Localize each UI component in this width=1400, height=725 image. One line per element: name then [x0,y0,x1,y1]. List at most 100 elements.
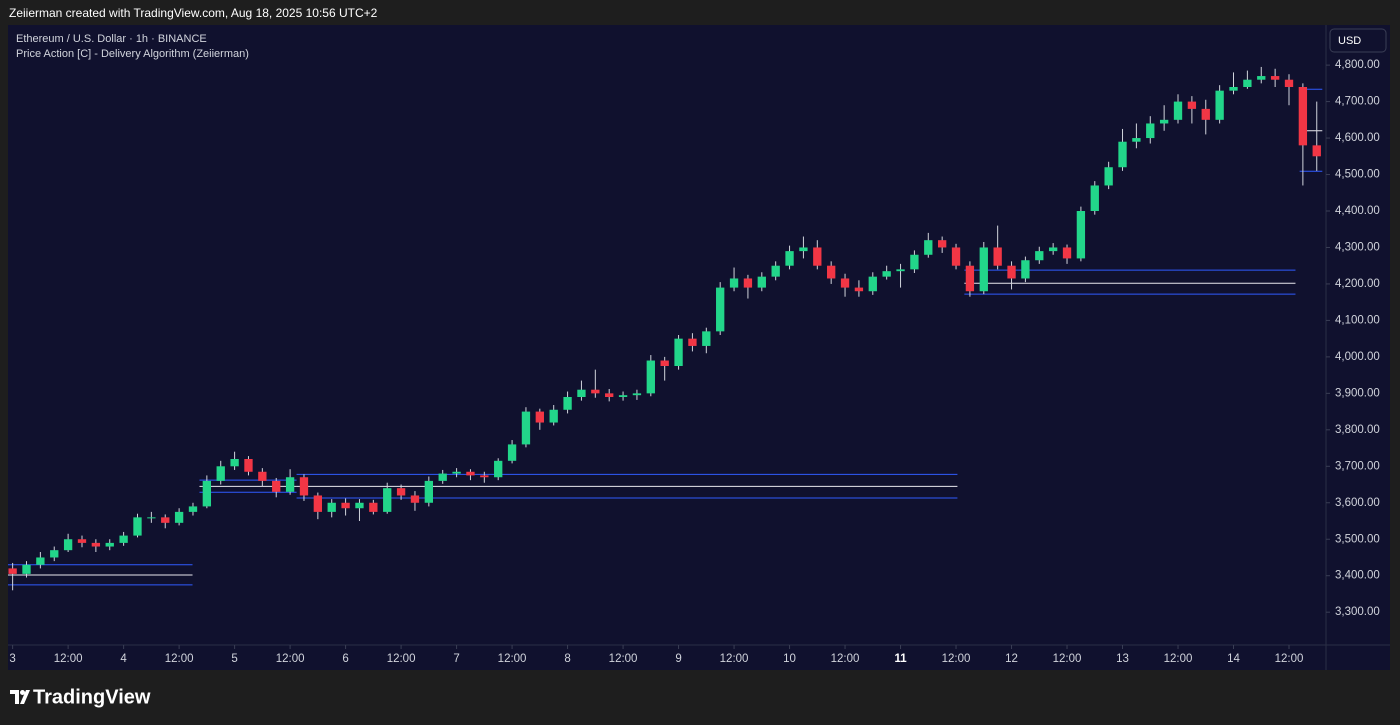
candle-body [743,278,753,288]
logo-icon [10,690,30,704]
candle-body [8,568,17,574]
y-tick-label: 4,000.00 [1335,351,1380,363]
x-tick-label: 11 [894,653,907,665]
candle-body [272,480,281,492]
candle-body [244,459,253,472]
candle-body [119,535,128,543]
y-tick-label: 3,300.00 [1335,606,1380,618]
x-tick-label: 12:00 [387,653,416,665]
candle-body [813,247,822,266]
candle-body [1257,76,1266,80]
candle-body [50,550,59,558]
candle-body [313,495,323,512]
x-tick-label: 8 [564,653,570,665]
candle-body [258,471,267,481]
candle-body [702,331,711,346]
candle-body [674,338,683,366]
candle-body [452,471,461,474]
candle-body [327,502,336,512]
candle-body [688,338,697,346]
x-tick-label: 6 [342,653,348,665]
candle-body [868,276,877,292]
candle-body [535,411,544,423]
candle-body [965,265,975,292]
candle-body [147,517,156,519]
header-text: Zeiierman created with TradingView.com, … [9,6,378,20]
candle-body [105,542,114,547]
x-tick-label: 12 [1005,653,1018,665]
x-tick-label: 12:00 [942,653,971,665]
candle-body [299,477,309,496]
candle-body [1076,211,1086,259]
y-tick-label: 4,500.00 [1335,169,1380,181]
candle-body [285,477,295,492]
candle-body [1312,145,1321,157]
y-tick-label: 3,800.00 [1335,424,1380,436]
logo-dot [20,690,25,695]
candle-body [438,473,447,481]
candle-body [771,265,780,277]
candle-body [1159,119,1169,124]
candle-body [993,247,1002,266]
candle-body [785,251,794,266]
y-tick-label: 4,200.00 [1335,278,1380,290]
candle-body [383,488,392,512]
candle-body [424,480,433,503]
candle-body [521,411,531,445]
x-tick-label: 10 [783,653,796,665]
candle-body [1243,79,1252,87]
candle-body [1284,79,1294,87]
candle-body [757,276,766,288]
logo: TradingView [10,686,151,708]
candle-body [979,247,988,292]
candle-body [1132,138,1141,142]
candle-body [632,393,642,396]
candle-body [799,247,808,252]
candle-body [618,395,628,397]
x-tick-label: 7 [453,653,459,665]
candle-body [230,459,239,467]
candle-body [1048,247,1058,252]
candle-body [1146,123,1155,139]
candle-body [840,278,850,288]
y-tick-label: 3,900.00 [1335,387,1380,399]
candle-body [369,502,378,512]
candle-body [36,557,45,565]
candle-body [910,254,919,270]
candle-body [1298,87,1308,146]
x-tick-label: 5 [231,653,237,665]
x-tick-label: 12:00 [831,653,860,665]
candle-body [1035,251,1044,261]
currency-button[interactable] [1329,28,1387,53]
candle-body [1062,247,1072,259]
candle-body [937,240,947,248]
candle-body [896,269,905,272]
candle-body [591,389,600,394]
x-tick-label: 12:00 [1053,653,1082,665]
candle-body [1118,141,1127,168]
candle-body [355,502,364,509]
candle-body [951,247,961,266]
candle-body [1229,87,1238,91]
candle-body [1187,101,1197,109]
candle-body [396,488,406,496]
candle-body [77,539,87,543]
x-tick-label: 12:00 [1164,653,1193,665]
x-tick-label: 12:00 [609,653,638,665]
candle-body [216,466,225,481]
indicator-name: Price Action [C] - Delivery Algorithm (Z… [16,48,249,60]
y-tick-label: 3,600.00 [1335,497,1380,509]
candle-body [1007,265,1016,279]
candle-body [716,287,725,332]
candle-body [563,397,572,410]
candle-body [882,271,891,277]
candle-body [549,409,558,423]
currency-label[interactable]: USD [1338,35,1361,47]
candle-body [1090,185,1099,211]
y-tick-label: 4,300.00 [1335,242,1380,254]
candle-body [660,360,669,366]
candle-body [341,502,350,509]
candle-body [646,360,655,394]
candle-body [729,278,739,288]
